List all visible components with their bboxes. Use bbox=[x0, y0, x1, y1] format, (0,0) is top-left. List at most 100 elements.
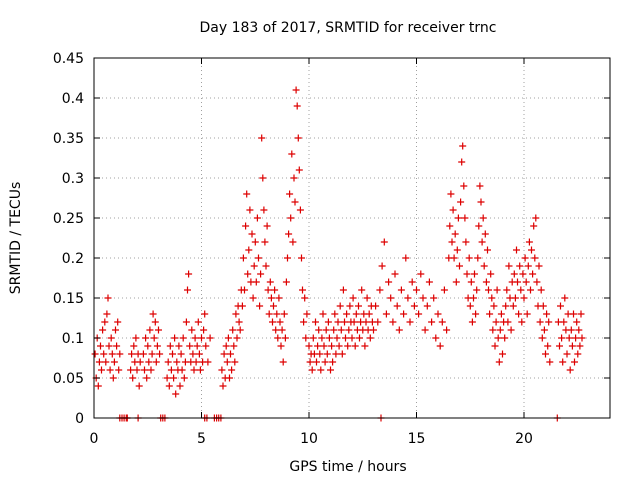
data-point bbox=[169, 350, 176, 358]
y-tick-label: 0.15 bbox=[53, 291, 84, 307]
data-point bbox=[571, 358, 578, 366]
data-point bbox=[349, 294, 357, 302]
data-point bbox=[128, 350, 136, 358]
data-point bbox=[252, 278, 260, 286]
data-point bbox=[155, 326, 162, 334]
data-point bbox=[487, 270, 495, 278]
data-point bbox=[473, 286, 481, 294]
y-tick-label: 0 bbox=[75, 411, 84, 427]
data-point bbox=[370, 326, 377, 334]
data-point bbox=[339, 286, 347, 294]
data-point bbox=[127, 366, 135, 374]
data-point bbox=[337, 326, 345, 334]
data-point bbox=[246, 206, 254, 214]
data-point bbox=[106, 366, 114, 374]
data-point bbox=[336, 302, 344, 310]
data-point bbox=[303, 310, 311, 318]
data-point bbox=[453, 246, 461, 254]
data-point bbox=[301, 294, 309, 302]
data-point bbox=[309, 334, 317, 342]
data-point bbox=[397, 286, 405, 294]
data-point bbox=[325, 334, 333, 342]
data-point bbox=[545, 318, 553, 326]
data-point bbox=[275, 294, 283, 302]
data-point bbox=[288, 150, 296, 158]
data-point bbox=[97, 342, 104, 350]
data-point bbox=[449, 206, 457, 214]
data-point bbox=[286, 190, 294, 198]
data-point bbox=[98, 366, 105, 374]
data-point bbox=[284, 254, 291, 262]
data-point bbox=[258, 134, 266, 142]
data-point bbox=[150, 334, 158, 342]
data-point bbox=[228, 366, 236, 374]
data-point bbox=[224, 334, 232, 342]
data-point bbox=[402, 254, 410, 262]
grid bbox=[94, 58, 610, 418]
data-point bbox=[475, 222, 483, 230]
data-point bbox=[152, 358, 160, 366]
data-point bbox=[544, 342, 552, 350]
data-point bbox=[179, 334, 187, 342]
data-point bbox=[446, 222, 454, 230]
data-point bbox=[315, 326, 323, 334]
data-point bbox=[144, 342, 152, 350]
data-point bbox=[436, 342, 444, 350]
data-point bbox=[331, 310, 339, 318]
data-point bbox=[294, 134, 302, 142]
data-point bbox=[324, 318, 332, 326]
data-point bbox=[313, 358, 320, 366]
data-point bbox=[378, 262, 386, 270]
data-point bbox=[277, 342, 285, 350]
data-point bbox=[107, 334, 115, 342]
y-tick-label: 0.25 bbox=[53, 211, 84, 227]
data-point bbox=[143, 374, 151, 382]
data-point bbox=[457, 198, 465, 206]
data-point bbox=[306, 358, 314, 366]
data-point bbox=[345, 326, 353, 334]
data-point bbox=[267, 294, 275, 302]
data-point bbox=[519, 270, 527, 278]
data-point bbox=[467, 278, 475, 286]
y-tick-label: 0.2 bbox=[62, 251, 84, 267]
data-point bbox=[130, 342, 138, 350]
data-point bbox=[382, 310, 390, 318]
data-point bbox=[251, 238, 259, 246]
data-point bbox=[291, 198, 299, 206]
data-point bbox=[329, 358, 337, 366]
data-point bbox=[201, 310, 209, 318]
data-point bbox=[142, 334, 150, 342]
data-point bbox=[235, 318, 243, 326]
data-point bbox=[99, 326, 107, 334]
data-point bbox=[265, 310, 273, 318]
data-point bbox=[478, 238, 486, 246]
data-point bbox=[112, 326, 119, 334]
data-point bbox=[192, 358, 200, 366]
y-tick-label: 0.45 bbox=[53, 51, 84, 67]
data-point bbox=[273, 310, 281, 318]
data-point bbox=[243, 190, 251, 198]
data-point bbox=[101, 318, 109, 326]
data-point bbox=[376, 286, 384, 294]
data-point bbox=[462, 238, 470, 246]
data-point bbox=[573, 318, 581, 326]
data-point bbox=[147, 366, 155, 374]
data-point bbox=[293, 102, 301, 110]
data-point bbox=[298, 254, 305, 262]
data-point bbox=[352, 310, 360, 318]
x-tick-label: 0 bbox=[90, 431, 99, 447]
data-point bbox=[266, 278, 274, 286]
data-point bbox=[335, 342, 343, 350]
data-point bbox=[195, 350, 203, 358]
data-point bbox=[198, 334, 205, 342]
data-point bbox=[244, 270, 252, 278]
data-point bbox=[461, 214, 469, 222]
data-point bbox=[463, 270, 471, 278]
data-point bbox=[543, 310, 551, 318]
data-point bbox=[323, 350, 331, 358]
data-point bbox=[270, 302, 277, 310]
data-point bbox=[164, 358, 172, 366]
data-point bbox=[204, 358, 212, 366]
data-point bbox=[568, 342, 576, 350]
data-point bbox=[566, 366, 574, 374]
